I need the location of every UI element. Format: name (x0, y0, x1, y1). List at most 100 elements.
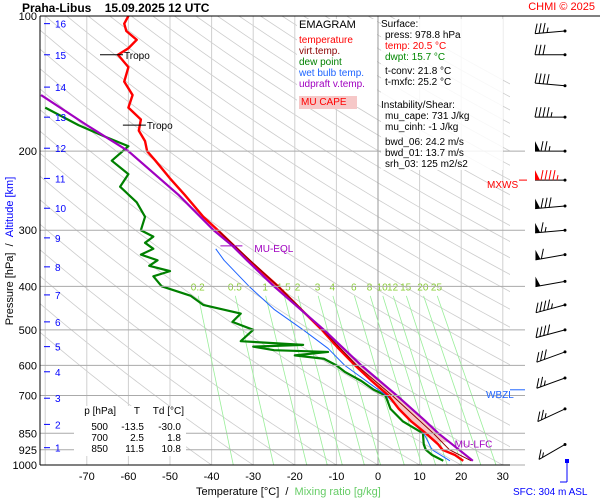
mu-cape: mu_cape: 731 J/kg (385, 111, 470, 122)
legend-title: EMAGRAM (299, 19, 356, 31)
cell: 11.5 (125, 444, 144, 455)
barb-half-feather (550, 303, 553, 309)
wind-barb (535, 197, 567, 210)
barb-feather (542, 107, 546, 118)
y-axis-label-pressure: Pressure [hPa] (4, 252, 16, 326)
wind-barb (534, 107, 567, 119)
dry-adiabat (152, 16, 510, 242)
barb-staff (536, 377, 566, 389)
barb-pennant (535, 249, 541, 260)
mixing-ratio-label: 25 (431, 283, 443, 294)
mixing-ratio-line (234, 295, 275, 465)
table-header-p: p [hPa] (84, 406, 116, 417)
legend-item: dew point (299, 57, 342, 68)
altitude-label: 4 (55, 368, 61, 379)
mixing-ratio-line (369, 295, 423, 465)
mixing-ratio-line (297, 295, 343, 465)
wind-barb (536, 376, 567, 389)
mixing-ratio-label: 2 (295, 283, 301, 294)
barb-feather (547, 324, 551, 335)
y-tick-label: 400 (19, 281, 37, 293)
barb-feather (538, 107, 542, 118)
legend-item: wet bulb temp. (299, 68, 365, 79)
x-tick-label: -30 (245, 471, 261, 483)
barb-staff (538, 444, 566, 460)
dry-adiabat (174, 16, 510, 227)
dry-adiabat (109, 16, 510, 275)
surface-title: Surface: (381, 19, 419, 30)
altitude-label: 7 (55, 291, 61, 302)
x-tick-label: -10 (328, 471, 344, 483)
barb-feather (542, 22, 546, 34)
x-tick-label: 20 (455, 471, 467, 483)
y-tick-label: 1000 (13, 460, 37, 472)
barb-half-feather (556, 175, 559, 181)
barb-feather (539, 301, 543, 312)
barb-feather (535, 302, 539, 313)
bwd-06: bwd_06: 24.2 m/s (385, 137, 464, 148)
altitude-label: 13 (55, 113, 67, 124)
mu-cinh: mu_cinh: -1 J/kg (385, 122, 459, 133)
mixing-ratio-label: 0.2 (191, 283, 205, 294)
dry-adiabat (40, 29, 510, 347)
barb-pennant (535, 198, 541, 209)
altitude-label: 11 (55, 174, 66, 185)
barb-feather (540, 248, 544, 259)
barb-staff (535, 30, 566, 35)
datetime: 15.09.2025 12 UTC (104, 1, 210, 15)
table-header-td: Td [°C] (152, 406, 184, 417)
cell: 10.8 (161, 444, 181, 455)
mixing-ratio-line (283, 295, 328, 465)
barb-half-feather (543, 380, 546, 386)
altitude-label: 5 (55, 343, 61, 354)
surface-tconv: t-conv: 21.8 °C (385, 66, 452, 77)
dry-adiabat (40, 48, 510, 366)
wind-barb (536, 349, 567, 363)
bwd-01: bwd_01: 13.7 m/s (385, 148, 464, 159)
table-row: 850 11.5 10.8 (74, 444, 186, 455)
cell: 2.5 (130, 433, 144, 444)
barb-feather (543, 300, 547, 311)
y-axis-label-altitude: Altitude [km] (4, 176, 16, 238)
barb-feather (543, 325, 547, 336)
barb-half-feather (544, 413, 547, 419)
table-header: p [hPa] T Td [°C] (74, 406, 186, 417)
altitude-label: 1 (55, 444, 61, 455)
cell: 1.8 (167, 433, 181, 444)
barb-pennant (535, 222, 541, 233)
barb-feather (540, 376, 544, 387)
barb-feather (534, 23, 538, 34)
dry-adiabat (87, 16, 510, 293)
barb-feather (544, 141, 548, 152)
mixing-ratio-label: 0.5 (228, 283, 242, 294)
barb-half-feather (550, 112, 553, 118)
cell: 700 (91, 433, 108, 444)
altitude-label: 8 (55, 263, 61, 274)
barb-feather (552, 170, 556, 181)
barb-staff (536, 351, 566, 363)
dry-adiabat (40, 68, 510, 385)
barb-feather (534, 44, 538, 55)
barb-feather (540, 350, 544, 361)
wind-barb (534, 22, 567, 35)
surface-info: Surface: press: 978.8 hPa temp: 20.5 °C … (381, 19, 503, 170)
barb-staff (537, 408, 566, 423)
barb-feather (537, 411, 541, 422)
barb-feather (544, 197, 548, 208)
mixing-ratio-label: 6 (351, 283, 357, 294)
barb-feather (546, 107, 550, 118)
cell: -13.5 (121, 422, 144, 433)
annotation-mxws: MXWS (487, 180, 518, 191)
barb-feather (538, 73, 542, 84)
barb-feather (534, 107, 538, 118)
mixing-ratio-label: 10 (377, 283, 389, 294)
barb-staff (535, 82, 566, 87)
wind-barb (535, 299, 567, 314)
table-row: 500 -13.5 -30.0 (74, 422, 186, 433)
dry-adiabat (40, 109, 510, 426)
mixing-ratio-label: 4 (330, 283, 336, 294)
legend-item: temperature (299, 35, 353, 46)
barb-half-feather (541, 452, 544, 458)
x-axis-label: Temperature [°C] / Mixing ratio [g/kg] (196, 486, 381, 498)
